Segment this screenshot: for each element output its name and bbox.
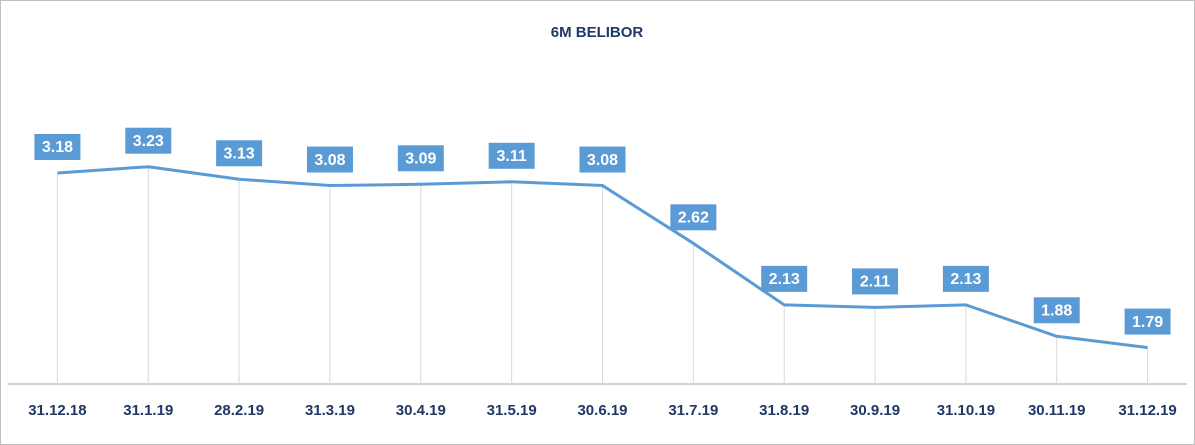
data-label: 2.11 (860, 274, 890, 291)
data-label: 3.08 (587, 152, 618, 169)
x-tick-label: 31.5.19 (487, 402, 537, 419)
data-label: 3.23 (133, 133, 164, 150)
data-label-box (579, 146, 626, 173)
x-tick-label: 30.6.19 (577, 402, 627, 419)
data-label-box (397, 145, 444, 172)
data-label-box (488, 142, 535, 169)
x-tick-label: 31.1.19 (123, 402, 173, 419)
data-label-box (852, 268, 899, 295)
data-label-box (216, 140, 263, 167)
data-label-box (125, 127, 172, 154)
x-tick-label: 30.9.19 (850, 402, 900, 419)
data-label: 2.13 (769, 271, 800, 288)
data-label: 1.79 (1132, 314, 1163, 331)
x-tick-label: 31.10.19 (937, 402, 995, 419)
x-tick-label: 31.8.19 (759, 402, 809, 419)
data-label-box (761, 265, 808, 292)
x-tick-label: 31.12.19 (1118, 402, 1176, 419)
data-label: 2.62 (678, 210, 709, 227)
x-tick-label: 30.11.19 (1028, 402, 1086, 419)
data-label-box (34, 133, 81, 160)
data-label: 3.08 (314, 152, 345, 169)
data-label-box (1033, 297, 1080, 324)
line-series (57, 165, 1148, 350)
data-label-box (942, 265, 989, 292)
data-label-box (670, 204, 717, 231)
data-label-box (306, 146, 353, 173)
x-tick-label: 31.3.19 (305, 402, 355, 419)
x-tick-label: 30.4.19 (396, 402, 446, 419)
x-tick-label: 31.7.19 (668, 402, 718, 419)
x-tick-label: 28.2.19 (214, 402, 264, 419)
data-label: 3.11 (497, 148, 527, 165)
data-label: 3.13 (224, 145, 255, 162)
data-label: 1.88 (1041, 302, 1072, 319)
data-label-box (1124, 308, 1171, 335)
data-label: 3.18 (42, 139, 73, 156)
data-label: 3.09 (405, 151, 436, 168)
x-tick-label: 31.12.18 (28, 402, 86, 419)
chart-title: 6M BELIBOR (551, 24, 644, 41)
data-label: 2.13 (950, 271, 981, 288)
